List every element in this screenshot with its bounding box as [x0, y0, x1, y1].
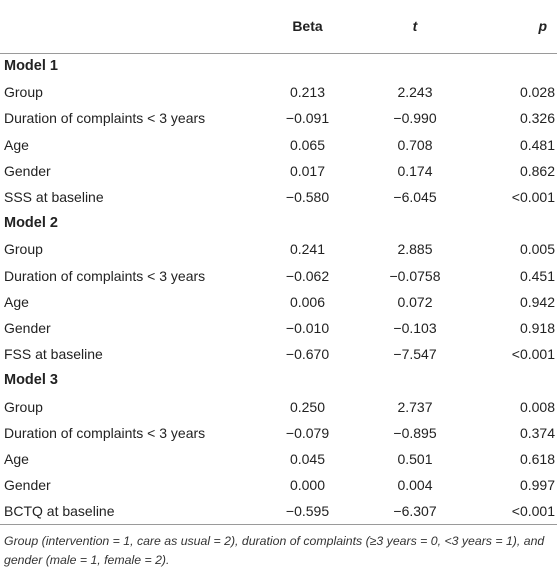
beta-cell: 0.017 — [289, 162, 326, 179]
row-label: Duration of complaints < 3 years — [4, 110, 206, 127]
p-cell: 0.481 — [519, 136, 555, 153]
regression-table-container: Beta t p Model 1 Group 0.213 2.243 0.028… — [0, 0, 557, 567]
beta-cell: −0.010 — [285, 319, 330, 336]
beta-cell: 0.006 — [289, 293, 326, 310]
table-footnote: Group (intervention = 1, care as usual =… — [4, 533, 545, 567]
t-cell: 2.737 — [397, 398, 433, 415]
p-cell: 0.942 — [519, 293, 555, 310]
t-cell: 0.004 — [397, 477, 433, 494]
p-cell: 0.008 — [519, 398, 555, 415]
model-title: Model 2 — [4, 215, 58, 232]
t-cell: 0.174 — [397, 162, 433, 179]
row-label: BCTQ at baseline — [4, 503, 115, 520]
table-row: Group 0.213 2.243 0.028 — [0, 79, 557, 105]
beta-cell: −0.062 — [285, 267, 330, 284]
model-title: Model 3 — [4, 372, 58, 389]
header-blank-cell — [0, 0, 255, 53]
t-cell: −0.990 — [393, 110, 437, 127]
model-heading-row: Model 3 — [0, 367, 557, 393]
t-cell: 2.885 — [397, 241, 433, 258]
t-cell: 0.072 — [397, 293, 433, 310]
beta-cell: −0.091 — [285, 110, 330, 127]
model-heading-row: Model 2 — [0, 210, 557, 236]
table-row: Age 0.065 0.708 0.481 — [0, 132, 557, 158]
p-cell: 0.918 — [519, 319, 555, 336]
row-label: Gender — [4, 319, 51, 336]
row-label: Group — [4, 398, 43, 415]
table-row: Gender 0.000 0.004 0.997 — [0, 472, 557, 498]
table-row: Group 0.241 2.885 0.005 — [0, 236, 557, 262]
beta-cell: −0.595 — [285, 503, 330, 520]
table-row: SSS at baseline −0.580 −6.045 <0.001 — [0, 184, 557, 210]
beta-cell: −0.580 — [285, 189, 330, 206]
table-row: FSS at baseline −0.670 −7.547 <0.001 — [0, 341, 557, 367]
p-cell: 0.028 — [519, 84, 555, 101]
table-header: Beta t p — [0, 0, 557, 53]
row-label: Age — [4, 450, 29, 467]
header-t: t — [412, 18, 418, 35]
table-row: Duration of complaints < 3 years −0.079 … — [0, 420, 557, 446]
p-cell: 0.618 — [519, 450, 555, 467]
table-row: Age 0.006 0.072 0.942 — [0, 289, 557, 315]
table-row: Duration of complaints < 3 years −0.062 … — [0, 263, 557, 289]
model-title: Model 1 — [4, 58, 58, 75]
regression-table: Beta t p Model 1 Group 0.213 2.243 0.028… — [0, 0, 557, 525]
row-label: Group — [4, 241, 43, 258]
table-row: Age 0.045 0.501 0.618 — [0, 446, 557, 472]
row-label: Group — [4, 84, 43, 101]
row-label: Age — [4, 136, 29, 153]
t-cell: −7.547 — [393, 346, 437, 363]
p-cell: 0.326 — [519, 110, 555, 127]
table-row: BCTQ at baseline −0.595 −6.307 <0.001 — [0, 498, 557, 525]
p-cell: <0.001 — [511, 189, 555, 206]
table-body: Model 1 Group 0.213 2.243 0.028 Duration… — [0, 53, 557, 525]
beta-cell: 0.000 — [289, 477, 326, 494]
beta-cell: −0.079 — [285, 424, 330, 441]
t-cell: −6.307 — [393, 503, 437, 520]
table-row: Gender −0.010 −0.103 0.918 — [0, 315, 557, 341]
beta-cell: 0.241 — [289, 241, 326, 258]
t-cell: −0.895 — [393, 424, 437, 441]
t-cell: 2.243 — [397, 84, 433, 101]
p-cell: 0.451 — [519, 267, 555, 284]
header-beta: Beta — [292, 18, 323, 35]
header-row: Beta t p — [0, 0, 557, 53]
header-p: p — [538, 18, 547, 35]
row-label: Duration of complaints < 3 years — [4, 424, 206, 441]
row-label: Age — [4, 293, 29, 310]
table-row: Group 0.250 2.737 0.008 — [0, 393, 557, 419]
table-row: Gender 0.017 0.174 0.862 — [0, 158, 557, 184]
model-heading-row: Model 1 — [0, 53, 557, 79]
t-cell: 0.501 — [397, 450, 433, 467]
row-label: Gender — [4, 162, 51, 179]
p-cell: <0.001 — [511, 503, 555, 520]
t-cell: −0.0758 — [389, 267, 441, 284]
p-cell: 0.862 — [519, 162, 555, 179]
beta-cell: 0.065 — [289, 136, 326, 153]
row-label: Gender — [4, 477, 51, 494]
beta-cell: 0.045 — [289, 450, 326, 467]
p-cell: 0.005 — [519, 241, 555, 258]
row-label: Duration of complaints < 3 years — [4, 267, 206, 284]
beta-cell: 0.250 — [289, 398, 326, 415]
p-cell: 0.374 — [519, 424, 555, 441]
row-label: FSS at baseline — [4, 346, 103, 363]
t-cell: −0.103 — [393, 319, 437, 336]
t-cell: 0.708 — [397, 136, 433, 153]
t-cell: −6.045 — [393, 189, 437, 206]
beta-cell: −0.670 — [285, 346, 330, 363]
p-cell: <0.001 — [511, 346, 555, 363]
row-label: SSS at baseline — [4, 189, 104, 206]
p-cell: 0.997 — [519, 477, 555, 494]
table-row: Duration of complaints < 3 years −0.091 … — [0, 105, 557, 131]
beta-cell: 0.213 — [289, 84, 326, 101]
